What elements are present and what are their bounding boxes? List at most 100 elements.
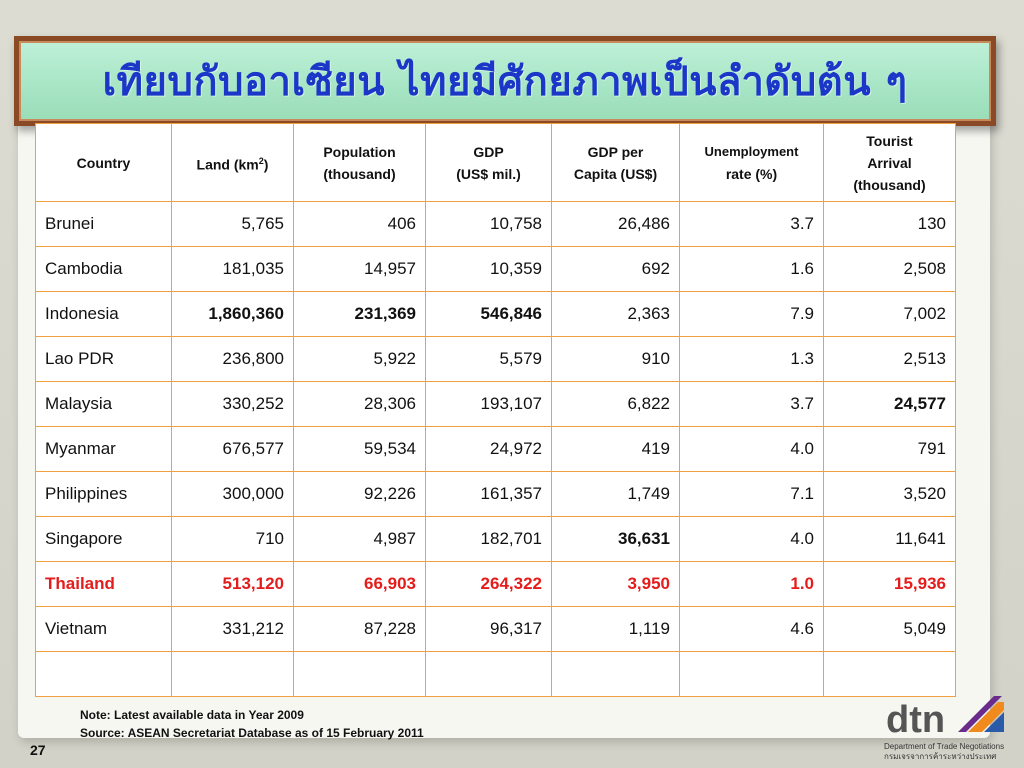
header-tourist-arrival: Tourist Arrival (thousand) bbox=[823, 123, 956, 202]
cell-population: 59,534 bbox=[293, 426, 426, 472]
cell-gdp-per-capita: 36,631 bbox=[551, 516, 680, 562]
header-country: Country bbox=[35, 123, 172, 202]
table-row-highlighted: Thailand 513,120 66,903 264,322 3,950 1.… bbox=[35, 561, 956, 607]
cell-gdp: 161,357 bbox=[425, 471, 552, 517]
cell-gdp: 264,322 bbox=[425, 561, 552, 607]
cell-tourist: 5,049 bbox=[823, 606, 956, 652]
cell-unemployment: 7.1 bbox=[679, 471, 824, 517]
cell-country: Singapore bbox=[35, 516, 172, 562]
table-row: Philippines 300,000 92,226 161,357 1,749… bbox=[35, 471, 956, 517]
table-row: Lao PDR 236,800 5,922 5,579 910 1.3 2,51… bbox=[35, 336, 956, 382]
header-gdp: GDP (US$ mil.) bbox=[425, 123, 552, 202]
cell-gdp-per-capita: 419 bbox=[551, 426, 680, 472]
cell-unemployment: 1.0 bbox=[679, 561, 824, 607]
cell-tourist: 11,641 bbox=[823, 516, 956, 562]
cell-country: Lao PDR bbox=[35, 336, 172, 382]
cell-population: 87,228 bbox=[293, 606, 426, 652]
cell-tourist: 130 bbox=[823, 201, 956, 247]
cell-unemployment: 4.6 bbox=[679, 606, 824, 652]
cell-land: 676,577 bbox=[171, 426, 294, 472]
empty-cell bbox=[293, 651, 426, 697]
empty-cell bbox=[679, 651, 824, 697]
cell-land: 300,000 bbox=[171, 471, 294, 517]
cell-population: 406 bbox=[293, 201, 426, 247]
logo-subtitle: Department of Trade Negotiations กรมเจรจ… bbox=[884, 742, 1020, 762]
table-row: Indonesia 1,860,360 231,369 546,846 2,36… bbox=[35, 291, 956, 337]
cell-gdp: 193,107 bbox=[425, 381, 552, 427]
cell-population: 28,306 bbox=[293, 381, 426, 427]
table-header-row: Country Land (km2) Population (thousand) … bbox=[35, 123, 956, 202]
page-number: 27 bbox=[30, 742, 46, 758]
cell-unemployment: 3.7 bbox=[679, 201, 824, 247]
cell-gdp-per-capita: 692 bbox=[551, 246, 680, 292]
logo-stripe-orange bbox=[968, 702, 1004, 732]
table-row: Vietnam 331,212 87,228 96,317 1,119 4.6 … bbox=[35, 606, 956, 652]
cell-population: 5,922 bbox=[293, 336, 426, 382]
cell-gdp-per-capita: 1,119 bbox=[551, 606, 680, 652]
header-land: Land (km2) bbox=[171, 123, 294, 202]
cell-gdp-per-capita: 2,363 bbox=[551, 291, 680, 337]
cell-land: 181,035 bbox=[171, 246, 294, 292]
logo-stripe-purple bbox=[958, 696, 1002, 732]
cell-country: Indonesia bbox=[35, 291, 172, 337]
table-row: Cambodia 181,035 14,957 10,359 692 1.6 2… bbox=[35, 246, 956, 292]
cell-gdp: 10,359 bbox=[425, 246, 552, 292]
cell-tourist: 7,002 bbox=[823, 291, 956, 337]
cell-tourist: 2,513 bbox=[823, 336, 956, 382]
cell-land: 710 bbox=[171, 516, 294, 562]
logo-text: dtn bbox=[886, 699, 945, 741]
cell-land: 331,212 bbox=[171, 606, 294, 652]
cell-gdp: 10,758 bbox=[425, 201, 552, 247]
cell-unemployment: 3.7 bbox=[679, 381, 824, 427]
table-row: Myanmar 676,577 59,534 24,972 419 4.0 79… bbox=[35, 426, 956, 472]
note-text: Note: Latest available data in Year 2009 bbox=[80, 708, 304, 722]
empty-cell bbox=[425, 651, 552, 697]
cell-gdp-per-capita: 6,822 bbox=[551, 381, 680, 427]
cell-population: 66,903 bbox=[293, 561, 426, 607]
cell-gdp: 546,846 bbox=[425, 291, 552, 337]
cell-population: 231,369 bbox=[293, 291, 426, 337]
header-unemployment: Unemployment rate (%) bbox=[679, 123, 824, 202]
cell-tourist: 24,577 bbox=[823, 381, 956, 427]
cell-tourist: 15,936 bbox=[823, 561, 956, 607]
cell-gdp-per-capita: 26,486 bbox=[551, 201, 680, 247]
logo-graphic bbox=[958, 696, 1004, 732]
cell-gdp-per-capita: 3,950 bbox=[551, 561, 680, 607]
cell-land: 5,765 bbox=[171, 201, 294, 247]
cell-country: Philippines bbox=[35, 471, 172, 517]
cell-unemployment: 1.3 bbox=[679, 336, 824, 382]
cell-country: Cambodia bbox=[35, 246, 172, 292]
cell-unemployment: 4.0 bbox=[679, 516, 824, 562]
cell-tourist: 791 bbox=[823, 426, 956, 472]
cell-land: 1,860,360 bbox=[171, 291, 294, 337]
cell-gdp: 182,701 bbox=[425, 516, 552, 562]
logo-subtitle-en: Department of Trade Negotiations bbox=[884, 742, 1005, 751]
table-row: Brunei 5,765 406 10,758 26,486 3.7 130 bbox=[35, 201, 956, 247]
title-banner: เทียบกับอาเซียน ไทยมีศักยภาพเป็นลำดับต้น… bbox=[14, 36, 996, 126]
cell-unemployment: 1.6 bbox=[679, 246, 824, 292]
empty-cell bbox=[35, 651, 172, 697]
cell-population: 4,987 bbox=[293, 516, 426, 562]
cell-population: 92,226 bbox=[293, 471, 426, 517]
cell-gdp: 96,317 bbox=[425, 606, 552, 652]
cell-tourist: 2,508 bbox=[823, 246, 956, 292]
cell-country: Thailand bbox=[35, 561, 172, 607]
cell-unemployment: 7.9 bbox=[679, 291, 824, 337]
empty-cell bbox=[171, 651, 294, 697]
asean-comparison-table: Country Land (km2) Population (thousand) … bbox=[35, 123, 956, 697]
cell-land: 513,120 bbox=[171, 561, 294, 607]
source-text: Source: ASEAN Secretariat Database as of… bbox=[80, 726, 424, 740]
cell-tourist: 3,520 bbox=[823, 471, 956, 517]
cell-gdp: 5,579 bbox=[425, 336, 552, 382]
empty-cell bbox=[823, 651, 956, 697]
cell-population: 14,957 bbox=[293, 246, 426, 292]
table-row: Malaysia 330,252 28,306 193,107 6,822 3.… bbox=[35, 381, 956, 427]
header-population: Population (thousand) bbox=[293, 123, 426, 202]
logo-subtitle-th: กรมเจรจาการค้าระหว่างประเทศ bbox=[884, 752, 997, 761]
cell-land: 330,252 bbox=[171, 381, 294, 427]
header-gdp-per-capita: GDP per Capita (US$) bbox=[551, 123, 680, 202]
cell-country: Vietnam bbox=[35, 606, 172, 652]
cell-land: 236,800 bbox=[171, 336, 294, 382]
cell-gdp-per-capita: 910 bbox=[551, 336, 680, 382]
cell-country: Brunei bbox=[35, 201, 172, 247]
